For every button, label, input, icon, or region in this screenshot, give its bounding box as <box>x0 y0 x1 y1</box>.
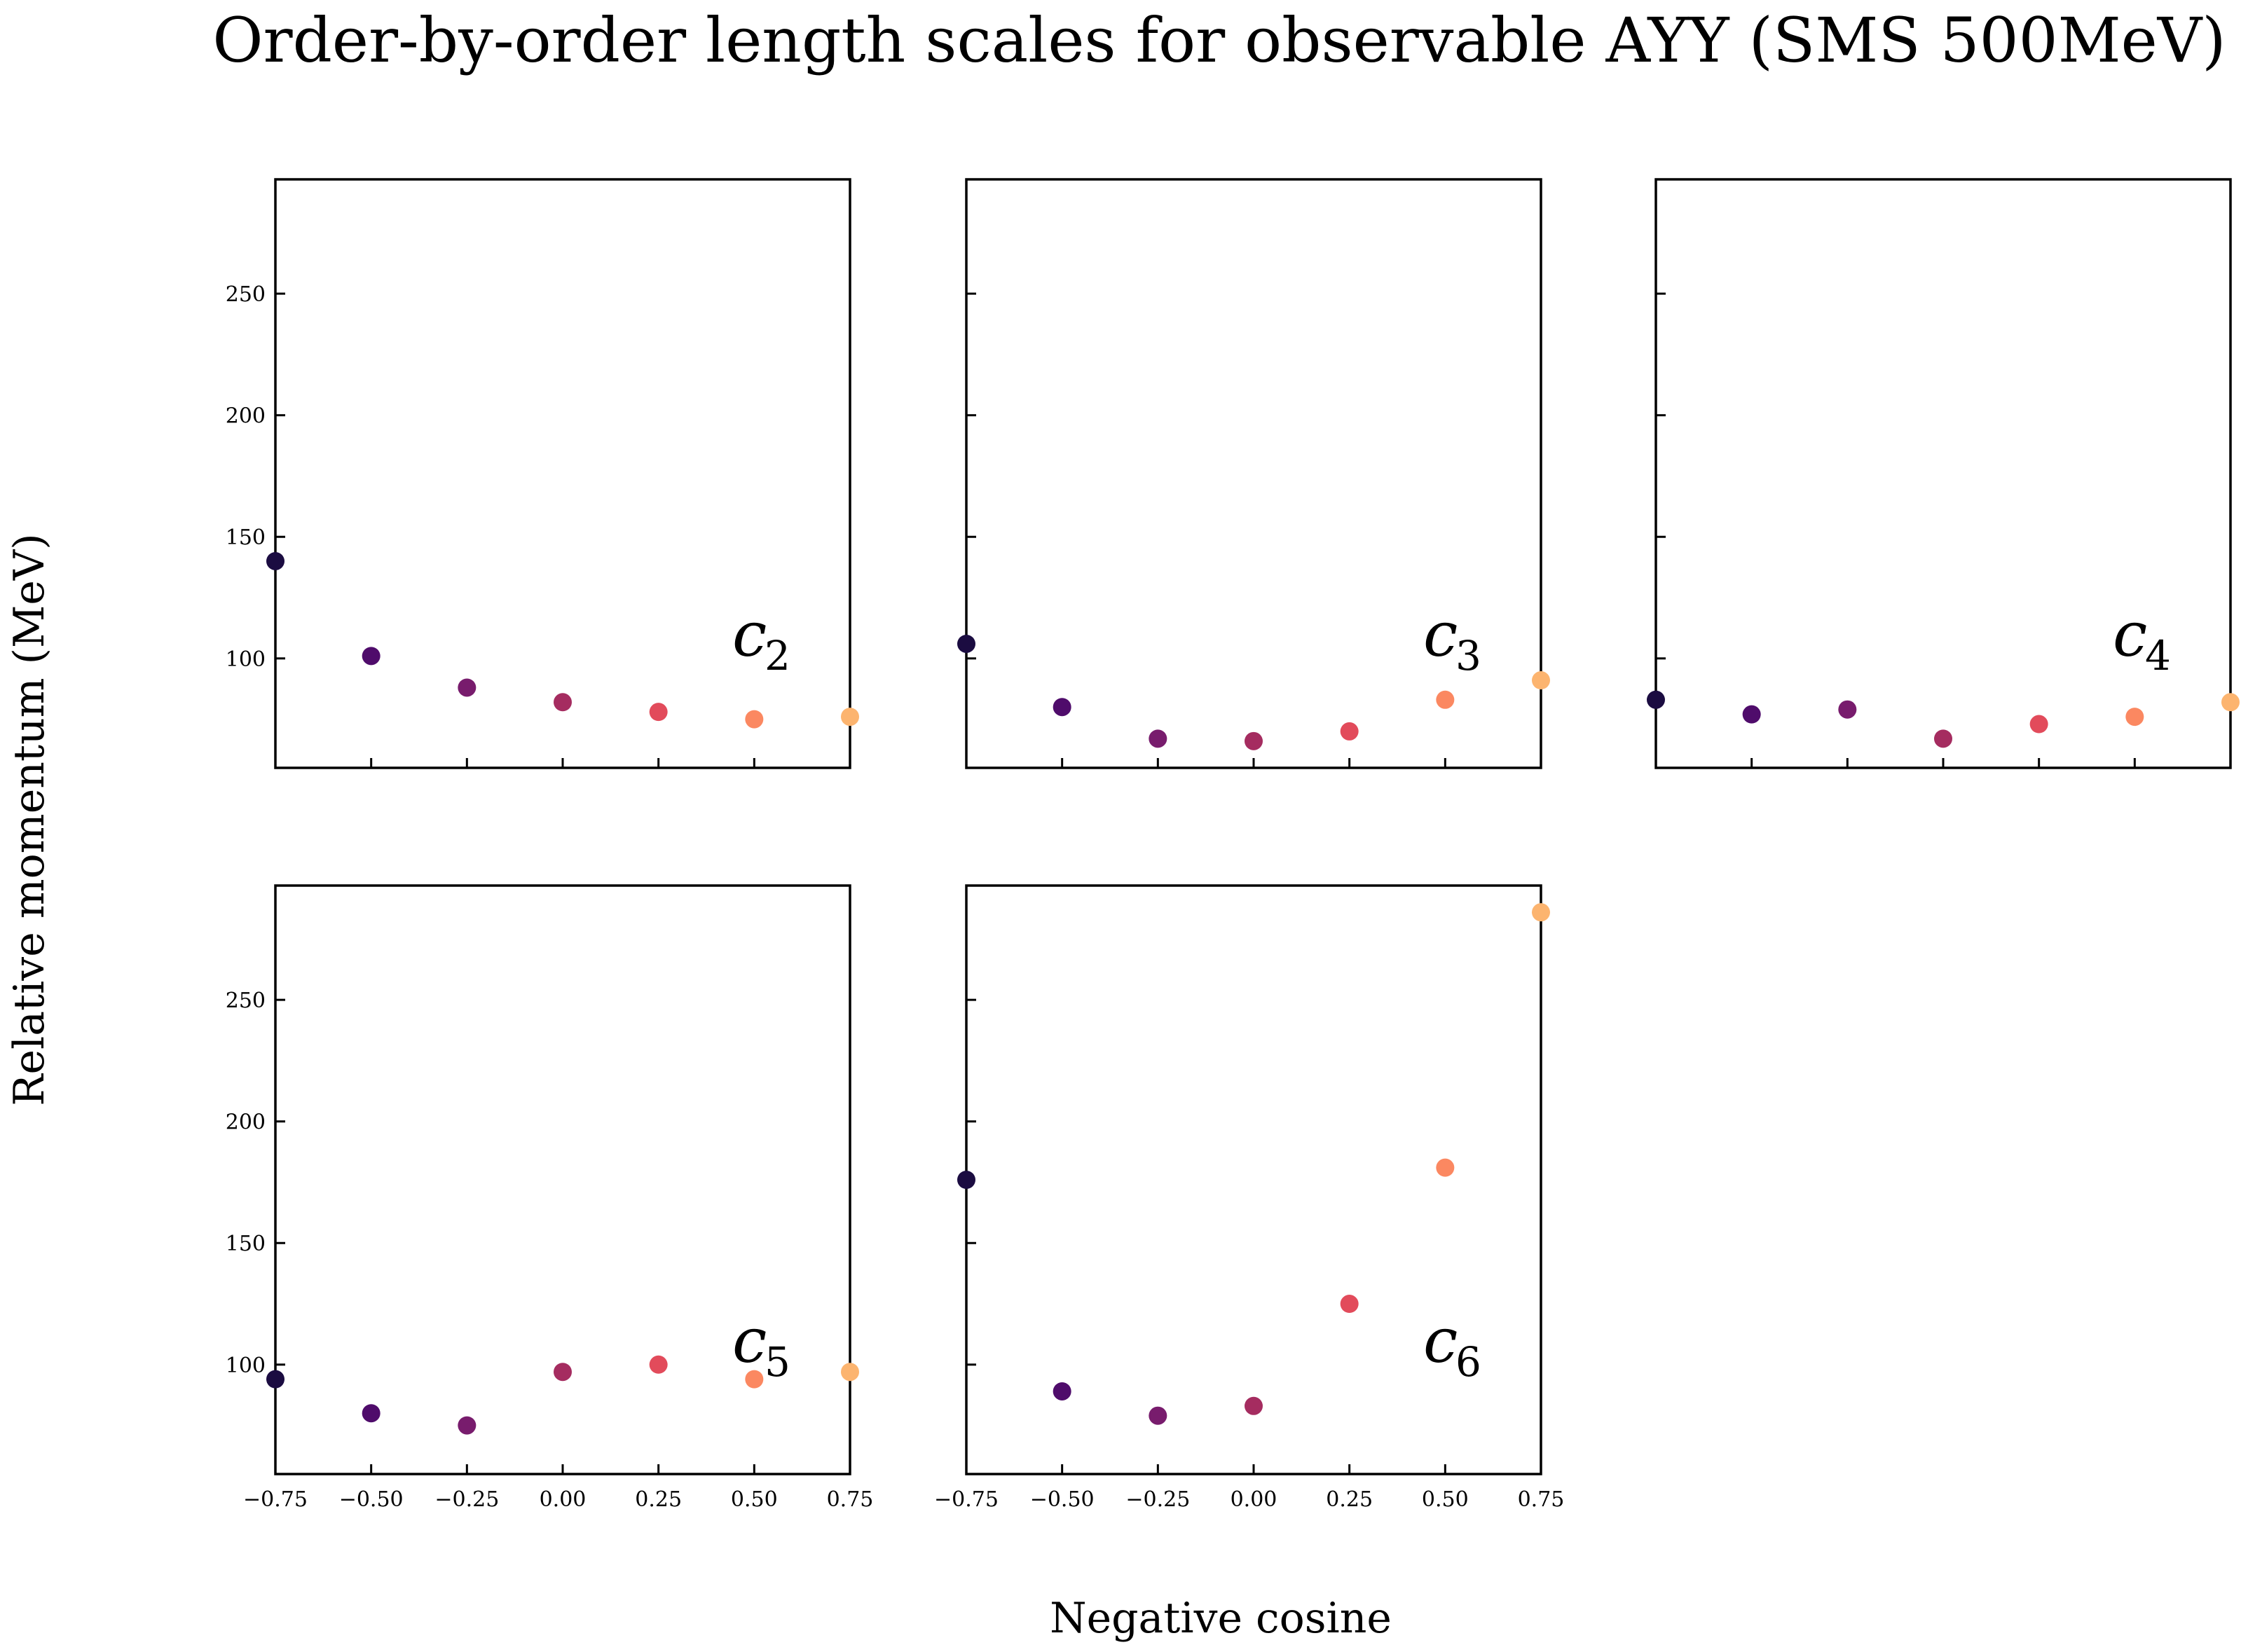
data-point <box>1532 671 1550 690</box>
data-point <box>1149 729 1167 748</box>
data-point <box>841 1363 859 1382</box>
plot-frame <box>965 178 1542 769</box>
y-tick-label: 150 <box>226 1232 266 1256</box>
data-point <box>1436 690 1455 709</box>
y-tick-label: 150 <box>226 525 266 550</box>
subplot-c2: 100 150 200 250 c2 <box>226 178 859 769</box>
data-point <box>2221 693 2240 712</box>
data-point <box>266 551 285 570</box>
plot-frame <box>274 178 851 769</box>
panel-label-c5: c <box>732 1305 767 1377</box>
chart-title: Order-by-order length scales for observa… <box>212 4 2226 76</box>
data-point <box>649 1355 668 1374</box>
x-tick-label: −0.25 <box>434 1487 499 1512</box>
x-tick-label: −0.25 <box>1125 1487 1190 1512</box>
data-point <box>1532 903 1550 922</box>
x-axis-label: Negative cosine <box>1050 1594 1392 1643</box>
plot-frame <box>1654 178 2232 769</box>
plot-frame <box>965 884 1542 1475</box>
data-point <box>745 710 764 729</box>
x-tick-label: 0.00 <box>1231 1487 1277 1512</box>
x-tick-label: −0.50 <box>339 1487 404 1512</box>
data-point <box>266 1370 285 1389</box>
data-point <box>957 634 975 653</box>
x-tick-label: 0.75 <box>827 1487 874 1512</box>
y-tick-label: 200 <box>226 404 266 429</box>
data-point <box>1149 1406 1167 1425</box>
panel-label-c2: c <box>732 598 767 670</box>
y-axis-label: Relative momentum (MeV) <box>5 533 54 1106</box>
panel-label-subscript: 2 <box>765 632 790 680</box>
data-point <box>2125 708 2144 727</box>
data-point <box>554 1363 572 1382</box>
panel-label-subscript: 6 <box>1455 1338 1481 1386</box>
data-point <box>2029 715 2048 734</box>
y-tick-label: 200 <box>226 1110 266 1135</box>
y-tick-label: 250 <box>226 989 266 1013</box>
x-tick-label: 0.75 <box>1518 1487 1565 1512</box>
data-point <box>1436 1158 1455 1177</box>
y-tick-label: 100 <box>226 1354 266 1378</box>
y-tick-label: 100 <box>226 647 266 672</box>
panel-label-c6: c <box>1423 1305 1458 1377</box>
y-tick-label: 250 <box>226 282 266 307</box>
data-point <box>957 1171 975 1189</box>
data-point <box>458 678 477 697</box>
data-point <box>1245 1396 1263 1415</box>
data-point <box>1647 690 1665 709</box>
data-point <box>841 708 859 727</box>
x-tick-label: 0.50 <box>1422 1487 1469 1512</box>
x-tick-label: 0.25 <box>635 1487 682 1512</box>
panel-label-c3: c <box>1423 598 1458 670</box>
plot-frame <box>274 884 851 1475</box>
data-point <box>1340 722 1359 741</box>
data-point <box>362 647 381 666</box>
data-point <box>458 1416 477 1435</box>
data-point <box>1340 1295 1359 1314</box>
data-point <box>1742 705 1761 724</box>
x-tick-label: 0.50 <box>731 1487 778 1512</box>
panel-label-subscript: 5 <box>765 1338 790 1386</box>
data-point <box>1245 731 1263 750</box>
data-point <box>554 693 572 712</box>
data-point <box>362 1404 381 1423</box>
data-point <box>1053 698 1071 717</box>
subplot-c4: c4 <box>1647 178 2240 769</box>
data-point <box>1053 1382 1071 1400</box>
data-point <box>745 1370 764 1389</box>
panel-label-subscript: 3 <box>1455 632 1481 680</box>
data-point <box>1838 700 1857 719</box>
panel-label-subscript: 4 <box>2145 632 2171 680</box>
x-tick-label: −0.75 <box>934 1487 999 1512</box>
subplot-c3: c3 <box>957 178 1550 769</box>
x-tick-label: 0.25 <box>1326 1487 1373 1512</box>
panel-label-c4: c <box>2113 598 2147 670</box>
x-tick-label: −0.75 <box>243 1487 308 1512</box>
x-tick-label: 0.00 <box>540 1487 587 1512</box>
subplot-c5: −0.75 −0.50 −0.25 0.00 0.25 0.50 0.75 100 150 200… <box>226 884 874 1512</box>
data-point <box>1934 729 1952 748</box>
x-tick-label: −0.50 <box>1030 1487 1095 1512</box>
data-point <box>649 703 668 722</box>
subplot-c6: −0.75 −0.50 −0.25 0.00 0.25 0.50 0.75 c6 <box>934 884 1565 1512</box>
